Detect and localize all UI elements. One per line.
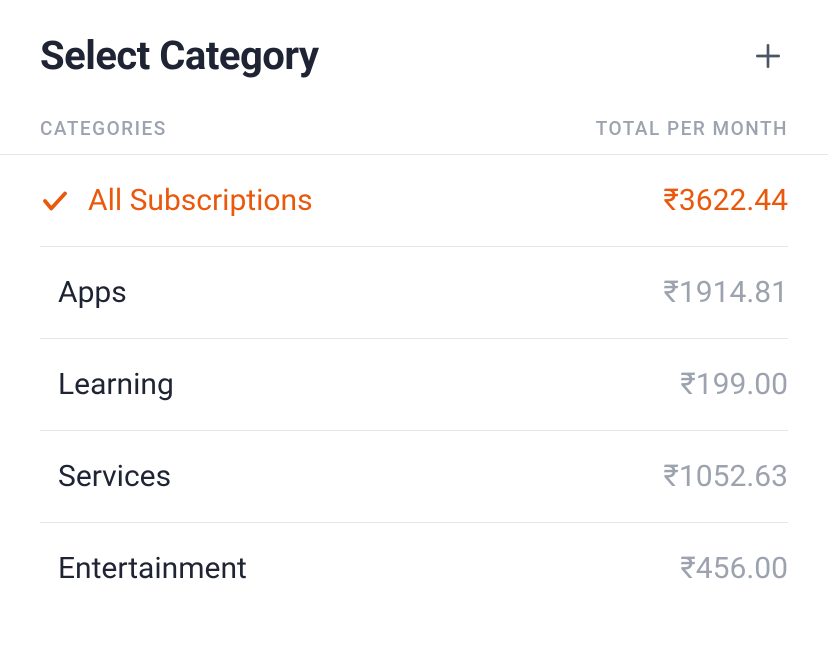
category-row-learning[interactable]: Learning ₹199.00 [40,339,788,431]
category-amount: ₹199.00 [680,367,788,402]
header: Select Category [0,0,828,107]
column-label-total: TOTAL PER MONTH [596,117,788,140]
add-category-button[interactable] [748,36,788,76]
check-icon [40,186,70,216]
category-row-services[interactable]: Services ₹1052.63 [40,431,788,523]
category-amount: ₹1914.81 [663,275,788,310]
category-name: All Subscriptions [88,183,313,218]
category-name: Apps [58,275,127,310]
category-list: All Subscriptions ₹3622.44 Apps ₹1914.81… [0,155,828,614]
page-title: Select Category [40,32,319,79]
category-name: Entertainment [58,551,247,586]
category-row-apps[interactable]: Apps ₹1914.81 [40,247,788,339]
column-label-categories: CATEGORIES [40,117,167,140]
category-name: Learning [58,367,174,402]
plus-icon [752,40,784,72]
category-name: Services [58,459,171,494]
category-amount: ₹1052.63 [663,459,788,494]
category-amount: ₹456.00 [680,551,788,586]
category-amount: ₹3622.44 [663,183,788,218]
category-row-all-subscriptions[interactable]: All Subscriptions ₹3622.44 [40,155,788,247]
category-row-entertainment[interactable]: Entertainment ₹456.00 [40,523,788,614]
columns-header: CATEGORIES TOTAL PER MONTH [0,107,828,155]
